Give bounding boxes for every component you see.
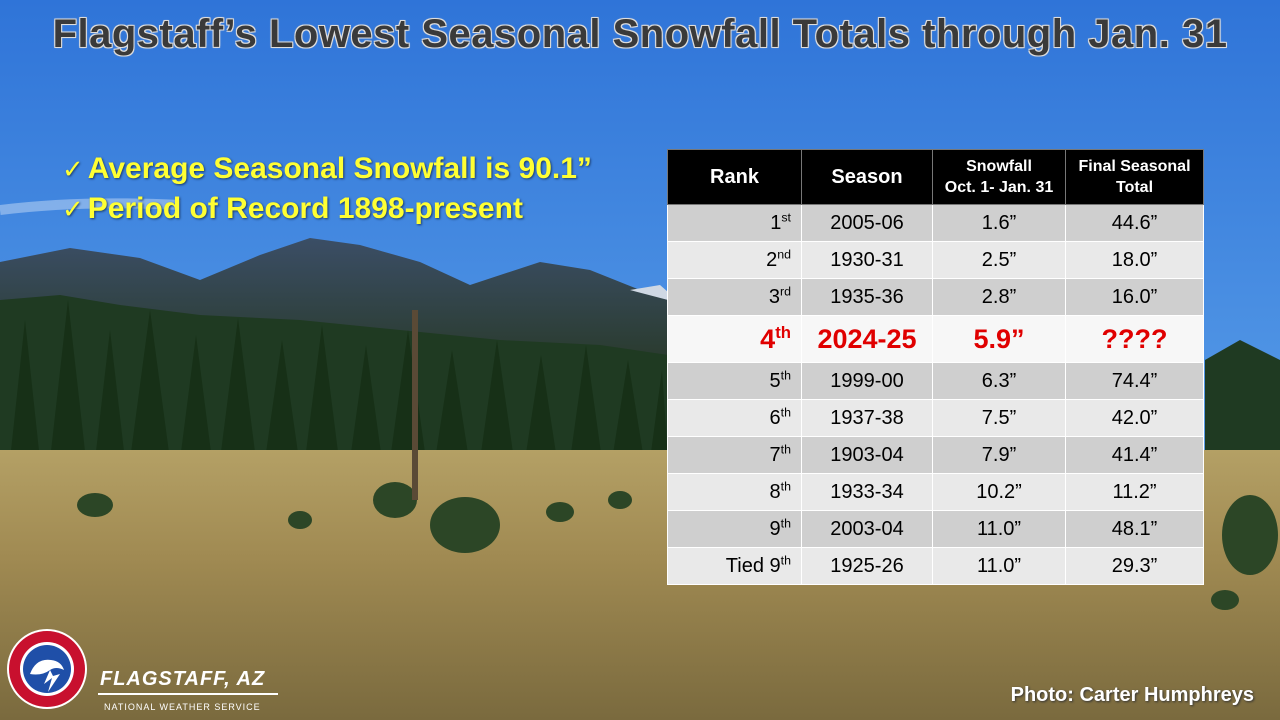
- cell-final-total: 41.4”: [1065, 436, 1204, 474]
- cell-season: 1933-34: [801, 473, 933, 511]
- table-row: 3rd 1935-36 2.8” 16.0”: [667, 278, 1204, 316]
- cell-rank: 2nd: [667, 241, 802, 279]
- cell-season: 1903-04: [801, 436, 933, 474]
- cell-season: 2003-04: [801, 510, 933, 548]
- rank-prefix: Tied: [725, 554, 770, 577]
- rank-number: 8: [769, 480, 781, 503]
- photo-credit: Photo: Carter Humphreys: [1010, 684, 1254, 706]
- cell-rank: Tied 9th: [667, 547, 802, 585]
- rank-suffix: th: [780, 367, 791, 382]
- cell-snowfall: 5.9”: [932, 315, 1066, 363]
- office-name: FLAGSTAFF, AZ: [100, 668, 266, 690]
- cell-season: 2024-25: [801, 315, 933, 363]
- cell-rank: 4th: [667, 315, 802, 363]
- cell-rank: 9th: [667, 510, 802, 548]
- rank-suffix: th: [780, 552, 791, 567]
- header-final-line2: Total: [1115, 179, 1154, 196]
- cell-season: 2005-06: [801, 204, 933, 242]
- table-row: 8th 1933-34 10.2” 11.2”: [667, 473, 1204, 511]
- checkmark-icon: ✓: [62, 194, 84, 224]
- bullet-list: ✓ Average Seasonal Snowfall is 90.1” ✓ Per…: [62, 152, 592, 232]
- table-row: 7th 1903-04 7.9” 41.4”: [667, 436, 1204, 474]
- cell-snowfall: 10.2”: [932, 473, 1066, 511]
- rank-number: 5: [769, 369, 781, 392]
- checkmark-icon: ✓: [62, 154, 84, 184]
- rank-suffix: rd: [779, 283, 791, 298]
- cell-rank: 5th: [667, 362, 802, 400]
- cell-season: 1930-31: [801, 241, 933, 279]
- snowfall-table: Rank Season Snowfall Oct. 1- Jan. 31 Fina…: [667, 149, 1204, 585]
- cell-season: 1999-00: [801, 362, 933, 400]
- rank-number: 6: [769, 406, 781, 429]
- cell-final-total: 29.3”: [1065, 547, 1204, 585]
- header-snowfall: Snowfall Oct. 1- Jan. 31: [932, 149, 1066, 205]
- cell-rank: 7th: [667, 436, 802, 474]
- table-header-row: Rank Season Snowfall Oct. 1- Jan. 31 Fina…: [667, 149, 1204, 205]
- cell-snowfall: 7.5”: [932, 399, 1066, 437]
- rank-number: 1: [770, 211, 782, 234]
- agency-name: NATIONAL WEATHER SERVICE: [104, 702, 261, 712]
- rank-suffix: nd: [777, 246, 791, 261]
- cell-final-total: 18.0”: [1065, 241, 1204, 279]
- cell-final-total: 16.0”: [1065, 278, 1204, 316]
- rank-suffix: th: [780, 404, 791, 419]
- header-final-line1: Final Seasonal: [1078, 158, 1191, 175]
- rank-number: 9: [769, 554, 781, 577]
- rank-number: 9: [769, 517, 781, 540]
- cell-snowfall: 2.8”: [932, 278, 1066, 316]
- bullet-period-of-record: ✓ Period of Record 1898-present: [62, 192, 592, 226]
- cell-final-total: 74.4”: [1065, 362, 1204, 400]
- rank-suffix: th: [775, 322, 791, 342]
- table-row: 4th 2024-25 5.9”????: [667, 315, 1204, 363]
- cell-snowfall: 11.0”: [932, 547, 1066, 585]
- bullet-text: Period of Record 1898-present: [87, 192, 523, 225]
- rank-suffix: th: [780, 515, 791, 530]
- cell-season: 1935-36: [801, 278, 933, 316]
- cell-snowfall: 7.9”: [932, 436, 1066, 474]
- rank-number: 3: [768, 285, 780, 308]
- rank-number: 2: [766, 248, 778, 271]
- cell-final-total: 44.6”: [1065, 204, 1204, 242]
- cell-snowfall: 2.5”: [932, 241, 1066, 279]
- cell-final-total: ????: [1065, 315, 1204, 363]
- table-row: 9th 2003-04 11.0” 48.1”: [667, 510, 1204, 548]
- divider: [98, 693, 278, 695]
- table-row: 2nd 1930-31 2.5” 18.0”: [667, 241, 1204, 279]
- rank-suffix: st: [781, 209, 791, 224]
- cell-snowfall: 1.6”: [932, 204, 1066, 242]
- rank-number: 7: [769, 443, 781, 466]
- table-body: 1st 2005-06 1.6” 44.6” 2nd 1930-31 2.5” 18.0” 3r…: [667, 204, 1204, 585]
- cell-rank: 1st: [667, 204, 802, 242]
- nws-logo-icon: [7, 629, 87, 709]
- header-snowfall-line1: Snowfall: [966, 158, 1032, 175]
- table-row: 6th 1937-38 7.5” 42.0”: [667, 399, 1204, 437]
- bullet-average-snowfall: ✓ Average Seasonal Snowfall is 90.1”: [62, 152, 592, 186]
- cell-rank: 3rd: [667, 278, 802, 316]
- table-row: Tied 9th 1925-26 11.0” 29.3”: [667, 547, 1204, 585]
- cell-rank: 8th: [667, 473, 802, 511]
- cell-snowfall: 11.0”: [932, 510, 1066, 548]
- table-row: 5th 1999-00 6.3” 74.4”: [667, 362, 1204, 400]
- bullet-text: Average Seasonal Snowfall is 90.1”: [87, 152, 592, 185]
- page-title: Flagstaff’s Lowest Seasonal Snowfall Tot…: [52, 12, 1228, 56]
- cell-season: 1925-26: [801, 547, 933, 585]
- cell-final-total: 11.2”: [1065, 473, 1204, 511]
- cell-final-total: 48.1”: [1065, 510, 1204, 548]
- rank-suffix: th: [780, 478, 791, 493]
- cell-rank: 6th: [667, 399, 802, 437]
- header-season: Season: [801, 149, 933, 205]
- cell-snowfall: 6.3”: [932, 362, 1066, 400]
- header-final-total: Final Seasonal Total: [1065, 149, 1204, 205]
- table-row: 1st 2005-06 1.6” 44.6”: [667, 204, 1204, 242]
- rank-suffix: th: [780, 441, 791, 456]
- rank-number: 4: [760, 323, 776, 354]
- header-snowfall-line2: Oct. 1- Jan. 31: [944, 179, 1054, 196]
- cell-final-total: 42.0”: [1065, 399, 1204, 437]
- header-rank: Rank: [667, 149, 802, 205]
- cell-season: 1937-38: [801, 399, 933, 437]
